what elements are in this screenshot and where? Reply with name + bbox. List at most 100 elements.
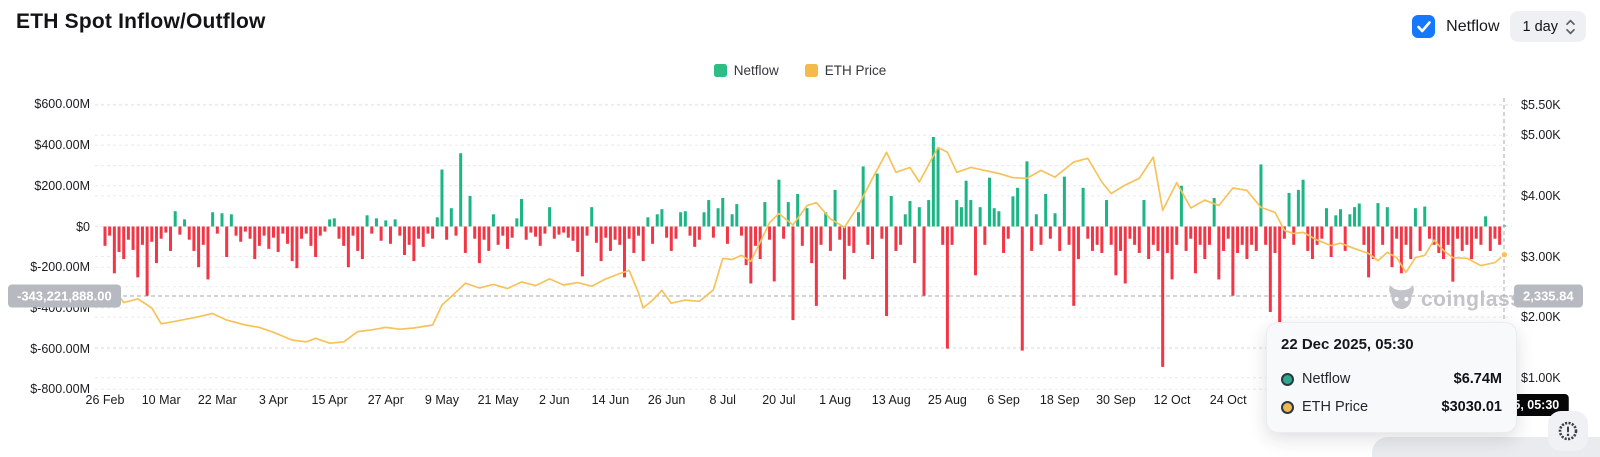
netflow-bar <box>983 226 987 245</box>
netflow-bar <box>374 218 378 227</box>
netflow-bar <box>384 220 388 227</box>
netflow-bar <box>435 217 439 227</box>
netflow-bar <box>978 207 982 227</box>
netflow-bar <box>590 207 594 227</box>
netflow-bar <box>576 226 580 252</box>
crosshair-left-value-badge: -343,221,888.00 <box>8 284 121 308</box>
netflow-bar <box>295 226 299 269</box>
netflow-bar <box>440 169 444 227</box>
netflow-bar <box>117 226 121 252</box>
netflow-bar <box>1067 226 1071 245</box>
netflow-bar <box>847 226 851 246</box>
netflow-bar <box>1437 226 1441 253</box>
netflow-bar <box>154 226 158 264</box>
netflow-bar <box>229 214 233 227</box>
netflow-bar <box>1292 226 1296 245</box>
netflow-bar <box>1339 209 1343 227</box>
netflow-bar <box>950 226 954 245</box>
netflow-bar <box>1273 226 1277 253</box>
coinglass-watermark: coinglass <box>1389 285 1522 311</box>
tooltip-netflow-value: $6.74M <box>1453 371 1502 387</box>
netflow-bar <box>398 226 402 236</box>
price-last-point-marker <box>1500 250 1509 259</box>
netflow-bar <box>1151 226 1155 245</box>
netflow-bar <box>1418 226 1422 251</box>
netflow-bar <box>1245 226 1249 260</box>
legend-label-netflow: Netflow <box>733 63 779 78</box>
netflow-bar <box>833 189 837 227</box>
netflow-checkbox[interactable] <box>1412 15 1436 38</box>
netflow-bar <box>782 226 786 239</box>
netflow-bar <box>1427 226 1431 239</box>
tooltip-row-eth-price: ETH Price $3030.01 <box>1281 393 1502 421</box>
netflow-bar <box>1147 226 1151 260</box>
netflow-bar <box>1039 226 1043 245</box>
netflow-bar <box>1053 213 1057 227</box>
netflow-bar <box>459 153 463 227</box>
netflow-bar <box>1076 226 1080 260</box>
netflow-bar <box>1025 161 1029 227</box>
netflow-bar <box>1282 226 1286 239</box>
eth-price-line <box>104 146 1506 345</box>
netflow-bar <box>159 226 163 239</box>
interval-select-value: 1 day <box>1522 18 1558 35</box>
netflow-bar <box>997 211 1001 227</box>
netflow-bar <box>286 226 290 244</box>
netflow-bar <box>1100 226 1104 253</box>
netflow-bar <box>1128 226 1132 239</box>
netflow-bar <box>931 136 935 227</box>
netflow-bar <box>487 226 491 251</box>
legend-item-netflow[interactable]: Netflow <box>713 63 779 78</box>
netflow-bar <box>309 226 313 246</box>
netflow-bar <box>725 226 729 244</box>
netflow-bar <box>1212 198 1216 227</box>
netflow-bar <box>973 226 977 276</box>
netflow-bar <box>1142 200 1146 227</box>
netflow-bar <box>360 226 364 260</box>
netflow-bar <box>754 226 758 246</box>
netflow-dot-icon <box>1281 372 1294 386</box>
netflow-bar <box>1002 226 1006 253</box>
netflow-bar <box>300 226 304 239</box>
netflow-bar <box>627 226 631 239</box>
netflow-swatch <box>713 64 727 77</box>
netflow-bar <box>1034 214 1038 227</box>
netflow-bar <box>613 226 617 240</box>
netflow-bar <box>1301 179 1305 227</box>
netflow-bar <box>866 226 870 245</box>
netflow-bar <box>580 226 584 277</box>
netflow-bar <box>702 212 706 227</box>
netflow-bar <box>1095 226 1099 245</box>
netflow-bar <box>393 219 397 227</box>
netflow-bar <box>421 226 425 247</box>
netflow-bar <box>1432 226 1436 245</box>
netflow-bar <box>173 211 177 227</box>
netflow-bar <box>1287 192 1291 227</box>
netflow-bar <box>1343 226 1347 251</box>
netflow-bar <box>276 226 280 252</box>
netflow-bar <box>178 226 182 235</box>
netflow-bar <box>683 211 687 227</box>
netflow-bar <box>697 226 701 240</box>
netflow-bar <box>225 226 229 258</box>
interval-select[interactable]: 1 day <box>1509 11 1586 42</box>
netflow-bar <box>1479 226 1483 245</box>
legend-item-eth-price[interactable]: ETH Price <box>804 63 886 78</box>
netflow-bar <box>1498 226 1502 245</box>
netflow-bar <box>1165 226 1169 253</box>
netflow-bar <box>988 177 992 227</box>
tooltip-eth-price-value: $3030.01 <box>1441 399 1502 415</box>
netflow-bar <box>842 226 846 280</box>
netflow-bar <box>183 219 187 227</box>
netflow-bar <box>618 226 622 245</box>
report-issue-button[interactable] <box>1548 411 1588 451</box>
netflow-bar <box>599 226 603 262</box>
netflow-bar <box>721 198 725 227</box>
netflow-bar <box>510 226 514 238</box>
netflow-bar <box>253 226 257 260</box>
netflow-bar <box>1484 216 1488 227</box>
netflow-bar <box>1367 226 1371 278</box>
netflow-bar <box>777 179 781 227</box>
netflow-bar <box>1315 226 1319 245</box>
